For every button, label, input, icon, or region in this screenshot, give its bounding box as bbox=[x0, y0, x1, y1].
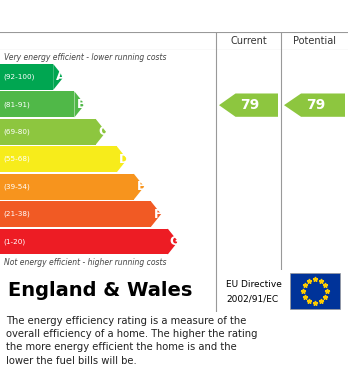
Text: England & Wales: England & Wales bbox=[8, 282, 192, 301]
Polygon shape bbox=[134, 174, 144, 200]
Text: B: B bbox=[77, 98, 86, 111]
Text: E: E bbox=[137, 180, 145, 193]
Polygon shape bbox=[96, 119, 106, 145]
Bar bbox=[0, 119, 96, 145]
Text: EU Directive: EU Directive bbox=[226, 280, 282, 289]
Text: G: G bbox=[170, 235, 180, 248]
Bar bbox=[0, 146, 117, 172]
Text: Current: Current bbox=[230, 36, 267, 46]
Text: (92-100): (92-100) bbox=[3, 74, 34, 80]
Text: Very energy efficient - lower running costs: Very energy efficient - lower running co… bbox=[4, 53, 166, 62]
Bar bbox=[0, 91, 74, 117]
Text: (39-54): (39-54) bbox=[3, 183, 30, 190]
Text: A: A bbox=[56, 70, 65, 83]
Bar bbox=[0, 64, 53, 90]
Bar bbox=[0, 174, 134, 200]
Text: (1-20): (1-20) bbox=[3, 238, 25, 245]
Text: (21-38): (21-38) bbox=[3, 211, 30, 217]
Text: 79: 79 bbox=[240, 98, 260, 112]
Text: Not energy efficient - higher running costs: Not energy efficient - higher running co… bbox=[4, 258, 166, 267]
Polygon shape bbox=[117, 146, 127, 172]
Text: C: C bbox=[98, 126, 108, 138]
Text: (81-91): (81-91) bbox=[3, 101, 30, 108]
Text: (55-68): (55-68) bbox=[3, 156, 30, 163]
Text: D: D bbox=[119, 153, 129, 166]
Bar bbox=[290, 273, 340, 309]
Polygon shape bbox=[284, 93, 345, 117]
Text: The energy efficiency rating is a measure of the
overall efficiency of a home. T: The energy efficiency rating is a measur… bbox=[6, 316, 258, 366]
Polygon shape bbox=[168, 229, 178, 255]
Bar bbox=[0, 229, 168, 255]
Bar bbox=[0, 201, 151, 227]
Text: Potential: Potential bbox=[293, 36, 336, 46]
Text: F: F bbox=[154, 208, 162, 221]
Text: Energy Efficiency Rating: Energy Efficiency Rating bbox=[9, 9, 219, 23]
Text: 79: 79 bbox=[307, 98, 326, 112]
Text: 2002/91/EC: 2002/91/EC bbox=[226, 294, 278, 303]
Polygon shape bbox=[151, 201, 161, 227]
Polygon shape bbox=[53, 64, 64, 90]
Polygon shape bbox=[74, 91, 85, 117]
Polygon shape bbox=[219, 93, 278, 117]
Text: (69-80): (69-80) bbox=[3, 129, 30, 135]
